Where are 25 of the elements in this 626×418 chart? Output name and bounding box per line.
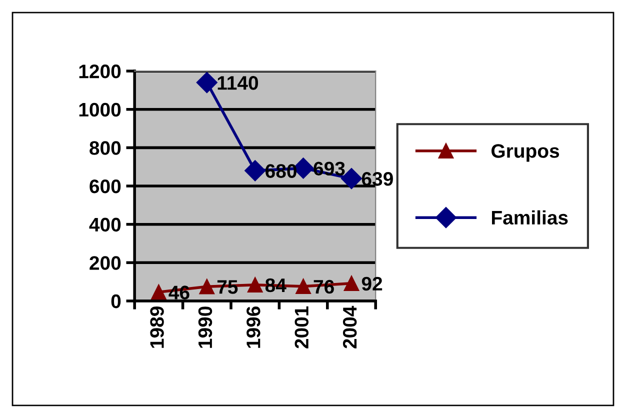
x-tick-label: 1989 (150, 306, 164, 348)
y-tick-label: 1200 (79, 64, 121, 78)
point (199, 278, 215, 294)
point (344, 276, 360, 291)
y-tick-label: 800 (90, 141, 121, 155)
y-tick-label: 200 (90, 256, 121, 270)
point (296, 278, 311, 294)
data-label: 92 (362, 276, 382, 291)
x-tick-label: 2004 (342, 306, 357, 348)
point (244, 160, 266, 182)
data-label: 639 (362, 172, 393, 186)
x-tick-label: 2001 (294, 306, 309, 348)
point (196, 72, 218, 94)
y-tick-label: 0 (111, 294, 121, 308)
x-tick-label: 1996 (246, 306, 260, 348)
point (151, 284, 166, 300)
legend-label: Grupos (492, 144, 560, 162)
x-tick-label: 1990 (198, 306, 212, 348)
data-label: 1140 (218, 76, 258, 90)
point (247, 277, 263, 293)
y-tick-label: 1000 (79, 102, 121, 117)
y-tick-label: 600 (90, 179, 121, 194)
data-label: 693 (314, 162, 345, 176)
legend-label: Familias (492, 210, 568, 225)
y-tick-label: 400 (89, 218, 121, 232)
